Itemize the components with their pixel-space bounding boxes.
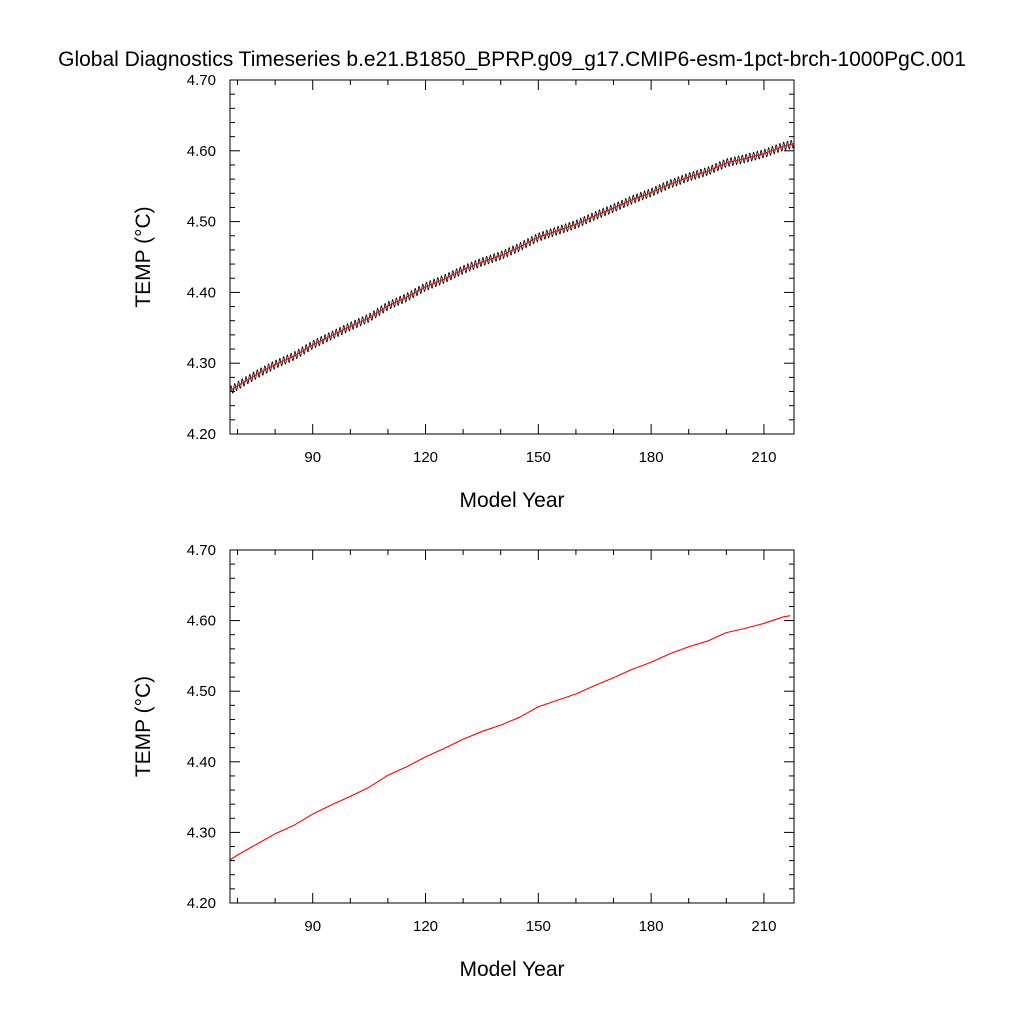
y-axis-label-0: TEMP (°C): [132, 206, 155, 307]
x-tick-label-0: 210: [751, 449, 776, 466]
y-axis-label-1: TEMP (°C): [132, 676, 155, 777]
plot-frame-1: [229, 549, 795, 904]
chart-title: Global Diagnostics Timeseries b.e21.B185…: [58, 48, 966, 71]
y-tick-label-0: 4.60: [187, 143, 216, 160]
x-tick-label-1: 210: [751, 918, 776, 935]
y-tick-label-1: 4.70: [187, 542, 216, 559]
y-tick-label-0: 4.70: [187, 72, 216, 89]
y-tick-label-0: 4.20: [187, 426, 216, 443]
y-tick-label-0: 4.50: [187, 214, 216, 231]
series-line-monthly-0: [230, 139, 794, 394]
x-tick-label-1: 150: [526, 918, 551, 935]
series-line-annual-1: [230, 615, 791, 861]
x-tick-label-0: 120: [413, 449, 438, 466]
x-tick-label-1: 90: [304, 918, 321, 935]
x-tick-label-0: 150: [526, 449, 551, 466]
series-line-annual-0: [230, 143, 794, 392]
y-tick-label-1: 4.60: [187, 613, 216, 630]
y-tick-label-1: 4.20: [187, 895, 216, 912]
y-tick-label-0: 4.40: [187, 284, 216, 301]
y-tick-label-0: 4.30: [187, 355, 216, 372]
x-tick-label-1: 180: [639, 918, 664, 935]
y-tick-label-1: 4.40: [187, 754, 216, 771]
x-tick-label-0: 180: [639, 449, 664, 466]
panel-bottom: 90 120 150 180 210 4.20 4.30 4.40 4.50 4.60 4.70 Mo…: [132, 542, 795, 981]
plot-frame-0: [229, 79, 795, 435]
x-axis-label-0: Model Year: [459, 489, 564, 512]
x-tick-label-0: 90: [304, 449, 321, 466]
y-tick-label-1: 4.30: [187, 824, 216, 841]
y-tick-label-1: 4.50: [187, 683, 216, 700]
x-axis-label-1: Model Year: [459, 958, 564, 981]
panel-top: 90 120 150 180 210 4.20 4.30 4.40 4.50 4.60 4.70 Mo…: [132, 72, 795, 512]
x-tick-label-1: 120: [413, 918, 438, 935]
